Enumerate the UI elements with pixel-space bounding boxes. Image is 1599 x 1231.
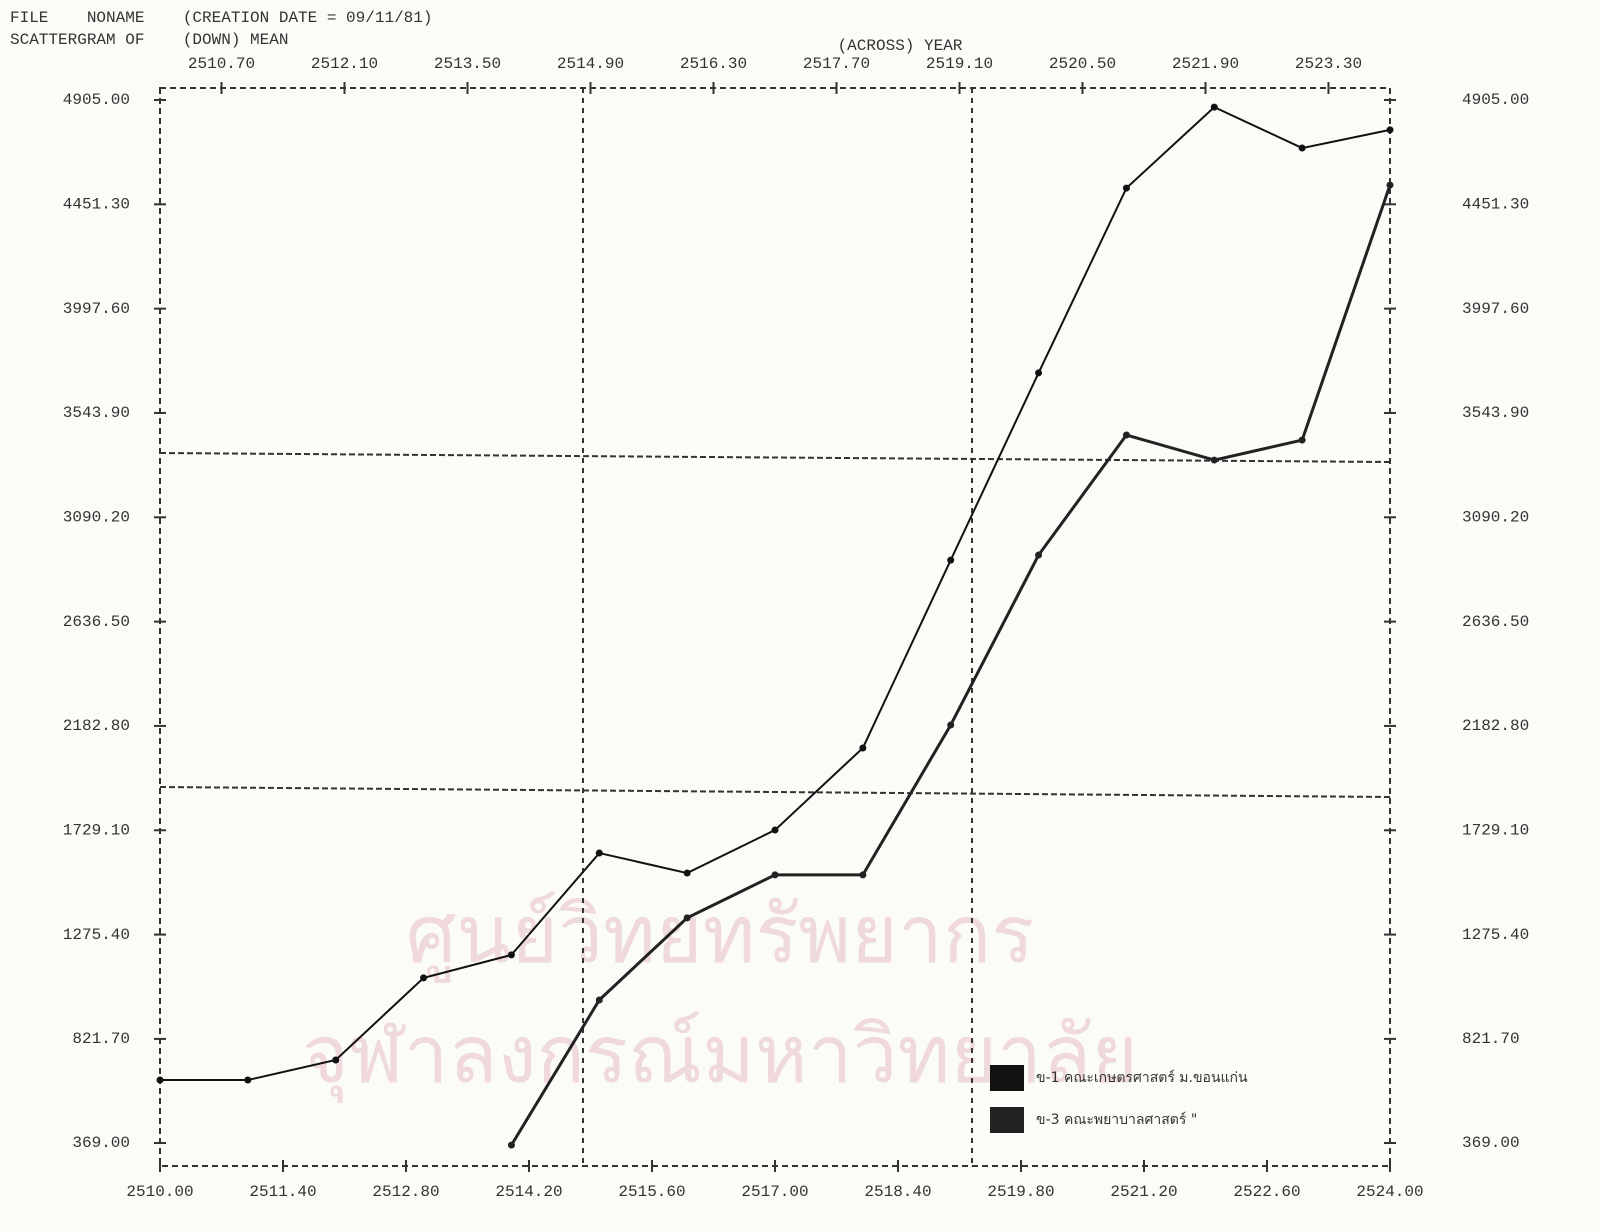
x2-tick-label: 2523.30: [1295, 55, 1362, 73]
chart: ศูนย์วิทยทรัพยากร จุฬาลงกรณ์มหาวิทยาลัย …: [0, 0, 1599, 1231]
y-tick-label: 2182.80: [63, 717, 130, 735]
x-tick-label: 2517.00: [741, 1183, 808, 1201]
data-point: [947, 557, 954, 564]
y-tick-label: 4905.00: [63, 91, 130, 109]
y-tick-label: 821.70: [72, 1030, 130, 1048]
y-tick-label: 3090.20: [63, 509, 130, 527]
series-line: [511, 185, 1390, 1145]
x-tick-label: 2519.80: [987, 1183, 1054, 1201]
data-point: [947, 721, 954, 728]
x-tick-label: 2510.00: [126, 1183, 193, 1201]
x-axis-title: (ACROSS) YEAR: [838, 37, 963, 55]
x-tick-label: 2518.40: [864, 1183, 931, 1201]
x2-tick-label: 2519.10: [926, 55, 993, 73]
data-point: [1035, 369, 1042, 376]
data-point: [772, 827, 779, 834]
data-point: [859, 871, 866, 878]
x2-tick-label: 2512.10: [311, 55, 378, 73]
x-tick-label: 2522.60: [1233, 1183, 1300, 1201]
data-point: [1123, 185, 1130, 192]
data-point: [859, 744, 866, 751]
data-point: [772, 871, 779, 878]
y-tick-label: 1729.10: [63, 821, 130, 839]
y2-tick-label: 3997.60: [1462, 300, 1529, 318]
x2-tick-label: 2513.50: [434, 55, 501, 73]
legend-label: ข-3 คณะพยาบาลศาสตร์ ": [1036, 1111, 1197, 1128]
x-tick-label: 2511.40: [249, 1183, 316, 1201]
y2-tick-label: 821.70: [1462, 1030, 1520, 1048]
data-point: [1035, 552, 1042, 559]
data-point: [420, 974, 427, 981]
data-point: [1387, 126, 1394, 133]
y2-tick-label: 4451.30: [1462, 196, 1529, 214]
data-point: [332, 1056, 339, 1063]
data-point: [1299, 437, 1306, 444]
x-tick-label: 2514.20: [495, 1183, 562, 1201]
y-tick-label: 4451.30: [63, 196, 130, 214]
y2-tick-label: 1275.40: [1462, 926, 1529, 944]
x-tick-label: 2512.80: [372, 1183, 439, 1201]
y-tick-label: 2636.50: [63, 613, 130, 631]
legend-swatch: [990, 1065, 1024, 1091]
y2-tick-label: 369.00: [1462, 1134, 1520, 1152]
legend-swatch: [990, 1107, 1024, 1133]
x2-tick-label: 2514.90: [557, 55, 624, 73]
x-tick-label: 2515.60: [618, 1183, 685, 1201]
data-point: [1211, 104, 1218, 111]
y2-tick-label: 1729.10: [1462, 821, 1529, 839]
x-tick-label: 2521.20: [1110, 1183, 1177, 1201]
data-point: [157, 1076, 164, 1083]
data-point: [596, 850, 603, 857]
x2-tick-label: 2516.30: [680, 55, 747, 73]
y2-tick-label: 2182.80: [1462, 717, 1529, 735]
data-point: [684, 870, 691, 877]
x2-tick-label: 2517.70: [803, 55, 870, 73]
legend-label: ข-1 คณะเกษตรศาสตร์ ม.ขอนแก่น: [1036, 1069, 1248, 1086]
data-point: [1299, 145, 1306, 152]
data-point: [508, 951, 515, 958]
y-tick-label: 3997.60: [63, 300, 130, 318]
y2-tick-label: 2636.50: [1462, 613, 1529, 631]
y2-tick-label: 3543.90: [1462, 404, 1529, 422]
x-tick-label: 2524.00: [1356, 1183, 1423, 1201]
data-point: [508, 1142, 515, 1149]
y2-tick-label: 3090.20: [1462, 509, 1529, 527]
y-tick-label: 369.00: [72, 1134, 130, 1152]
data-point: [244, 1076, 251, 1083]
data-point: [684, 914, 691, 921]
x2-tick-label: 2521.90: [1172, 55, 1239, 73]
y-tick-label: 1275.40: [63, 926, 130, 944]
header-file: FILE NONAME (CREATION DATE = 09/11/81): [10, 9, 432, 27]
data-point: [1211, 457, 1218, 464]
x2-tick-label: 2510.70: [188, 55, 255, 73]
header-scattergram: SCATTERGRAM OF (DOWN) MEAN: [10, 31, 288, 49]
reference-line: [160, 787, 1390, 797]
y-tick-label: 3543.90: [63, 404, 130, 422]
data-point: [596, 996, 603, 1003]
frame: [160, 88, 1390, 1166]
data-point: [1123, 432, 1130, 439]
data-point: [1387, 182, 1394, 189]
x2-tick-label: 2520.50: [1049, 55, 1116, 73]
y2-tick-label: 4905.00: [1462, 91, 1529, 109]
